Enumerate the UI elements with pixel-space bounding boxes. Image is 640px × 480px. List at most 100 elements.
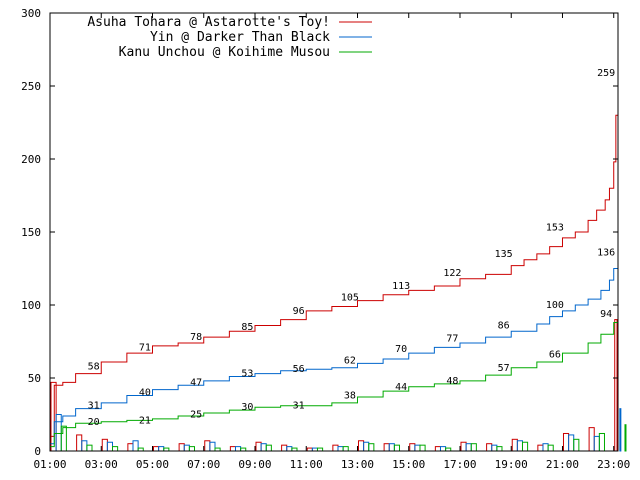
data-label: 62	[344, 355, 356, 366]
histogram-bar	[573, 438, 580, 452]
series-line	[49, 72, 619, 451]
data-label: 40	[139, 388, 151, 399]
data-label: 136	[597, 247, 615, 258]
histogram-bar	[470, 443, 477, 452]
data-label: 70	[395, 344, 407, 355]
data-label: 153	[546, 223, 564, 234]
histogram-bar	[332, 444, 339, 452]
legend-label: Yin @ Darker Than Black	[150, 30, 330, 45]
histogram-bar	[55, 414, 62, 452]
x-tick-label: 11:00	[290, 458, 323, 471]
x-tick-label: 07:00	[187, 458, 220, 471]
y-tick-label: 250	[21, 80, 41, 93]
histogram-bar	[132, 440, 139, 452]
data-label: 30	[241, 402, 253, 413]
histogram-bar	[588, 427, 595, 452]
x-tick-label: 03:00	[85, 458, 118, 471]
legend-label: Asuha Tohara @ Astarotte's Toy!	[87, 15, 330, 30]
data-label: 259	[597, 68, 615, 79]
data-label: 44	[395, 382, 407, 393]
data-label: 94	[600, 309, 612, 320]
x-tick-label: 17:00	[443, 458, 476, 471]
data-label: 78	[190, 332, 202, 343]
data-label: 21	[139, 415, 151, 426]
data-label: 38	[344, 391, 356, 402]
legend: Asuha Tohara @ Astarotte's Toy!Yin @ Dar…	[87, 15, 372, 60]
data-label: 53	[241, 369, 253, 380]
histogram-bar	[152, 446, 160, 452]
histogram-bar	[209, 441, 216, 452]
data-label: 47	[190, 377, 202, 388]
histogram-bar	[496, 446, 503, 452]
histogram-bar	[388, 443, 395, 452]
y-tick-label: 150	[21, 226, 41, 239]
data-labels: 58 71 78 85 96 105 113 122 135 153 259 31 40 47 53 56 62…	[88, 68, 616, 428]
data-label: 100	[546, 300, 564, 311]
y-tick-label: 200	[21, 153, 41, 166]
histogram-bar	[537, 444, 544, 452]
data-label: 20	[88, 417, 100, 428]
data-label: 96	[293, 306, 305, 317]
histogram-bar	[491, 444, 498, 452]
histogram-bar	[593, 435, 600, 452]
histogram-bar	[265, 444, 272, 452]
data-label: 56	[293, 364, 305, 375]
data-label: 77	[446, 334, 458, 345]
cumulative-lines	[49, 72, 619, 451]
data-label: 31	[88, 401, 100, 412]
data-label: 113	[392, 281, 410, 292]
histogram-bar	[521, 441, 529, 452]
series-line	[49, 252, 619, 451]
histogram-bar	[460, 441, 467, 452]
x-tick-label: 13:00	[341, 458, 374, 471]
histogram-bar	[158, 446, 165, 452]
histogram-bar	[183, 444, 190, 452]
axes: 0 50 100 150 200 250 300 01:00 03:00 05:00 07:00 09…	[21, 7, 630, 471]
histogram-bar	[383, 443, 390, 452]
histogram-bar	[76, 434, 83, 452]
data-label: 58	[88, 361, 100, 372]
y-tick-label: 100	[21, 299, 41, 312]
histogram-bar	[255, 441, 262, 452]
y-tick-label: 300	[21, 7, 41, 20]
histogram-bar	[511, 438, 518, 452]
histogram-bar	[486, 443, 493, 452]
y-tick-label: 0	[34, 445, 41, 458]
histogram-bar	[234, 446, 242, 452]
histogram-bar	[465, 443, 472, 452]
data-label: 48	[446, 376, 458, 387]
histogram-bar	[281, 444, 288, 452]
histogram-bar	[516, 440, 523, 452]
data-label: 57	[498, 363, 510, 374]
histogram-bar	[419, 444, 426, 452]
data-label: 71	[139, 342, 151, 353]
histogram-bar	[229, 446, 236, 452]
x-tick-label: 15:00	[392, 458, 425, 471]
histogram-bar	[614, 319, 618, 452]
histogram-bar	[188, 446, 195, 452]
histogram-bar	[127, 443, 134, 452]
histogram-bar	[368, 443, 375, 452]
histogram-bar	[547, 444, 554, 452]
histogram-bar	[562, 432, 570, 452]
histogram-bar	[439, 446, 447, 452]
histogram-bar	[542, 443, 549, 452]
histogram-bars	[50, 319, 627, 452]
x-tick-label: 01:00	[33, 458, 66, 471]
y-tick-label: 50	[28, 372, 41, 385]
histogram-bar	[178, 443, 185, 452]
histogram-bar	[434, 446, 441, 452]
histogram-bar	[414, 444, 421, 452]
x-tick-label: 05:00	[136, 458, 169, 471]
histogram-bar	[111, 446, 119, 452]
legend-label: Kanu Unchou @ Koihime Musou	[119, 45, 330, 60]
histogram-bar	[568, 434, 575, 452]
histogram-bar	[409, 443, 416, 452]
histogram-bar	[101, 438, 108, 452]
plot-frame	[49, 12, 619, 452]
x-tick-label: 23:00	[597, 458, 630, 471]
x-tick-label: 21:00	[546, 458, 579, 471]
histogram-bar	[337, 446, 344, 452]
histogram-bar	[50, 381, 57, 452]
